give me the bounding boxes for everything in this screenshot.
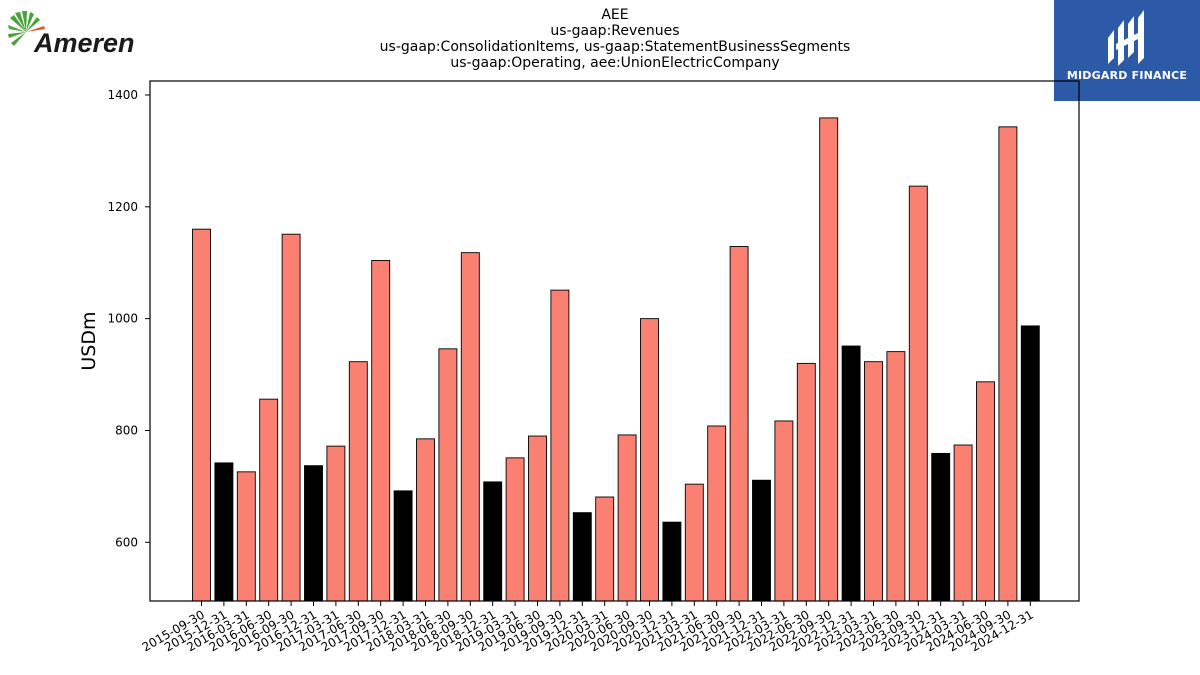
bar-2020-03-31 bbox=[595, 496, 615, 602]
bar-2022-06-30 bbox=[796, 362, 816, 602]
y-tick-label-600: 600 bbox=[115, 535, 138, 549]
bar-2015-09-30 bbox=[192, 228, 211, 602]
bar-2021-06-30 bbox=[707, 425, 727, 602]
chart-title-line-1: AEE bbox=[601, 7, 629, 23]
midgard-logo-text: MIDGARD FINANCE bbox=[1066, 69, 1188, 82]
y-axis-label: USDm bbox=[78, 311, 100, 370]
bar-2019-12-31 bbox=[572, 512, 592, 602]
bar-2021-12-31 bbox=[752, 479, 771, 602]
plot-area-frame bbox=[149, 80, 1080, 602]
bar-2024-03-31 bbox=[953, 444, 973, 602]
bar-2023-06-30 bbox=[886, 351, 906, 602]
y-tick-label-1400: 1400 bbox=[107, 88, 138, 102]
y-tick-label-1200: 1200 bbox=[107, 200, 138, 214]
ameren-logo: Ameren bbox=[8, 11, 135, 58]
bar-2024-06-30 bbox=[976, 381, 995, 602]
bar-2017-09-30 bbox=[371, 260, 391, 602]
y-axis: 600 800 1000 1200 1400 bbox=[107, 88, 150, 549]
bar-2021-09-30 bbox=[729, 246, 749, 602]
bar-2022-09-30 bbox=[819, 117, 839, 602]
bar-2018-09-30 bbox=[460, 252, 480, 602]
bar-2016-12-31 bbox=[304, 465, 323, 602]
bars-group bbox=[192, 117, 1040, 602]
bar-2023-12-31 bbox=[931, 452, 951, 602]
bar-2023-03-31 bbox=[864, 361, 883, 602]
bar-2024-12-31 bbox=[1020, 325, 1040, 602]
chart-title: AEE us-gaap:Revenues us-gaap:Consolidati… bbox=[0, 7, 1200, 71]
bar-2018-12-31 bbox=[483, 481, 503, 602]
chart-title-line-4: us-gaap:Operating, aee:UnionElectricComp… bbox=[450, 55, 780, 71]
bar-2017-12-31 bbox=[393, 490, 413, 602]
x-axis: 2015-09-302015-12-312016-03-312016-06-30… bbox=[140, 601, 1036, 654]
bar-2018-06-30 bbox=[438, 348, 458, 602]
bar-2022-03-31 bbox=[774, 420, 794, 602]
bar-2015-12-31 bbox=[214, 462, 234, 602]
bar-2022-12-31 bbox=[841, 345, 861, 602]
bar-2016-09-30 bbox=[281, 233, 301, 602]
bar-2016-06-30 bbox=[259, 398, 279, 602]
bar-2019-03-31 bbox=[505, 457, 525, 602]
bar-2018-03-31 bbox=[416, 438, 435, 602]
bar-2020-12-31 bbox=[662, 521, 682, 602]
ameren-logo-text: Ameren bbox=[33, 28, 135, 58]
y-tick-label-800: 800 bbox=[115, 423, 138, 437]
bar-2023-09-30 bbox=[908, 185, 928, 602]
midgard-logo-mark bbox=[1108, 10, 1144, 66]
chart-title-line-2: us-gaap:Revenues bbox=[550, 23, 680, 39]
midgard-finance-logo: MIDGARD FINANCE bbox=[1054, 0, 1200, 101]
bar-2017-03-31 bbox=[326, 445, 346, 602]
bar-2024-09-30 bbox=[998, 126, 1018, 602]
chart-title-line-3: us-gaap:ConsolidationItems, us-gaap:Stat… bbox=[379, 39, 851, 55]
bar-2020-09-30 bbox=[640, 318, 659, 602]
bar-2020-06-30 bbox=[617, 434, 637, 602]
y-tick-label-1000: 1000 bbox=[107, 312, 138, 326]
bar-2019-09-30 bbox=[550, 289, 570, 602]
bar-2017-06-30 bbox=[348, 361, 368, 602]
bar-2016-03-31 bbox=[236, 471, 256, 602]
bar-2021-03-31 bbox=[684, 483, 704, 602]
ameren-logo-mark bbox=[8, 11, 45, 46]
bar-2019-06-30 bbox=[528, 435, 547, 602]
